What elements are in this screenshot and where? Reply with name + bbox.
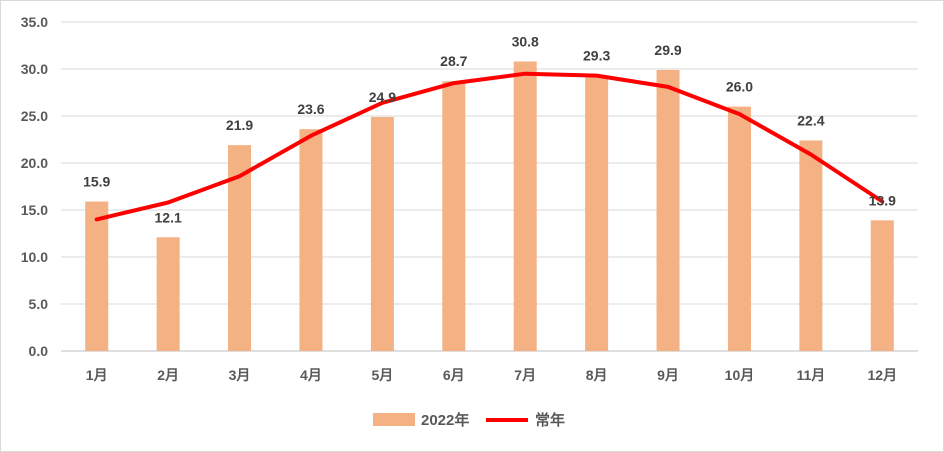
bar-data-label: 15.9 xyxy=(83,174,110,190)
bar xyxy=(656,69,680,351)
bar xyxy=(299,129,323,351)
legend: 2022年 常年 xyxy=(373,411,565,429)
x-tick-label: 8月 xyxy=(586,367,608,383)
y-tick-label: 30.0 xyxy=(21,61,48,77)
legend-bar-label: 2022年 xyxy=(421,411,469,429)
gridlines xyxy=(61,21,918,352)
bar-data-label: 29.9 xyxy=(654,42,681,58)
x-tick-label: 2月 xyxy=(157,367,179,383)
y-tick-label: 25.0 xyxy=(21,108,48,124)
legend-line-label: 常年 xyxy=(535,411,565,429)
legend-bar-swatch xyxy=(373,413,415,426)
bar-data-label: 21.9 xyxy=(226,117,253,133)
bar xyxy=(85,201,109,351)
x-tick-label: 3月 xyxy=(229,367,251,383)
x-tick-label: 12月 xyxy=(868,367,898,383)
bar xyxy=(156,237,180,351)
y-tick-label: 15.0 xyxy=(21,202,48,218)
bar xyxy=(513,61,537,351)
bar-data-label: 13.9 xyxy=(869,192,896,208)
y-tick-label: 10.0 xyxy=(21,249,48,265)
x-axis: 1月 2月 3月 4月 5月 6月 7月 8月 9月 10月 11月 12月 xyxy=(86,367,897,383)
line-series xyxy=(94,71,885,222)
x-tick-label: 11月 xyxy=(796,367,825,383)
y-tick-label: 20.0 xyxy=(21,155,48,171)
bar-series xyxy=(85,61,894,351)
bar xyxy=(727,106,751,351)
x-tick-label: 5月 xyxy=(371,367,393,383)
x-tick-label: 4月 xyxy=(300,367,322,383)
x-tick-label: 6月 xyxy=(443,367,465,383)
y-axis: 0.0 5.0 10.0 15.0 20.0 25.0 30.0 35.0 xyxy=(21,14,48,359)
bar xyxy=(585,75,609,351)
bar xyxy=(370,116,394,351)
bar xyxy=(228,145,252,351)
x-tick-label: 7月 xyxy=(514,367,536,383)
bar-data-label: 23.6 xyxy=(297,101,324,117)
bar-data-label: 30.8 xyxy=(512,33,539,49)
bar-data-label: 22.4 xyxy=(797,112,824,128)
y-tick-label: 5.0 xyxy=(29,296,49,312)
x-tick-label: 1月 xyxy=(86,367,108,383)
bar-data-label: 12.1 xyxy=(155,209,182,225)
data-labels: 15.9 12.1 21.9 23.6 24.9 28.7 30.8 29.3 29.9 26.0… xyxy=(83,33,896,225)
y-tick-label: 35.0 xyxy=(21,14,48,30)
y-tick-label: 0.0 xyxy=(29,343,49,359)
bar xyxy=(870,220,894,351)
bar-data-label: 24.9 xyxy=(369,89,396,105)
bar-data-label: 29.3 xyxy=(583,48,610,64)
bar-data-label: 26.0 xyxy=(726,79,753,95)
x-tick-label: 9月 xyxy=(657,367,679,383)
normal-line xyxy=(94,71,885,222)
bar xyxy=(442,81,466,351)
x-tick-label: 10月 xyxy=(725,367,755,383)
bar xyxy=(799,140,823,351)
bar-data-label: 28.7 xyxy=(440,53,467,69)
